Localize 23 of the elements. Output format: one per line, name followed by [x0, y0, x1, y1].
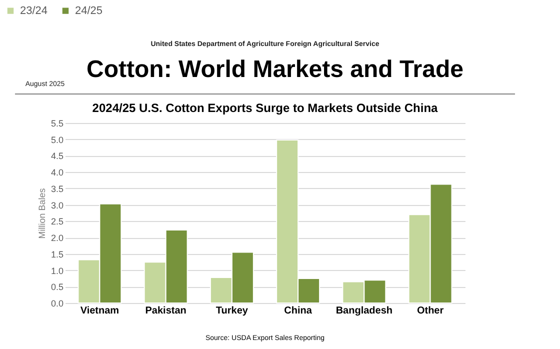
x-tick-label: Pakistan — [145, 306, 186, 316]
x-tick-label: Other — [416, 306, 444, 316]
y-tick-label: 1.5 — [50, 249, 64, 260]
y-tick-label: 1.0 — [50, 266, 64, 276]
chart-title: Cotton: World Markets and Trade — [86, 56, 464, 83]
y-tick-label: 3.5 — [50, 184, 64, 194]
y-axis-title: Million Bales — [36, 188, 47, 239]
x-tick-label: China — [284, 306, 312, 316]
x-tick-label: Bangladesh — [336, 306, 393, 316]
y-tick-label: 5.5 — [50, 118, 64, 128]
x-tick-label: Vietnam — [80, 306, 120, 316]
legend-label: 24/25 — [75, 4, 103, 17]
x-tick-label: Turkey — [216, 306, 248, 316]
y-tick-label: 2.5 — [50, 216, 64, 227]
y-tick-label: 3.0 — [50, 200, 64, 210]
y-tick-label: 4.5 — [50, 151, 64, 162]
y-tick-label: 5.0 — [50, 134, 64, 145]
y-tick-label: 2.0 — [50, 233, 64, 244]
y-tick-label: 0.5 — [50, 282, 64, 292]
legend-label: 23/24 — [20, 4, 48, 17]
chart-subtitle: 2024/25 U.S. Cotton Exports Surge to Markets Outside China — [92, 101, 438, 115]
y-tick-label: 4.0 — [50, 168, 64, 178]
y-tick-label: 0.0 — [50, 298, 64, 308]
